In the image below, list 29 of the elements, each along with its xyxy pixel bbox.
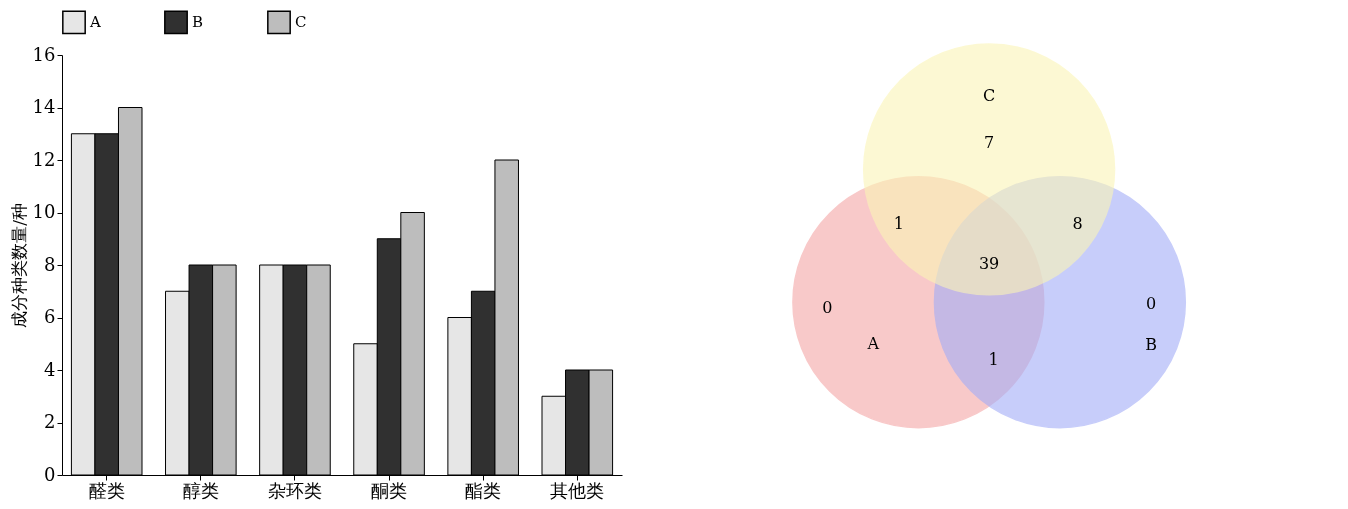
x-tick-label: 其他类 [550,479,605,501]
text: 1 [988,349,999,369]
x-tick-label: 酮类 [371,479,408,501]
text: A [866,333,880,353]
x-tick-label: 醛类 [88,479,125,501]
legend-label: B [192,13,204,32]
y-tick-label: 14 [32,96,56,117]
text: 1 [893,214,904,234]
x-tick-label: 酯类 [465,479,502,501]
text: C [982,85,996,105]
x-tick-label: 醇类 [182,479,219,501]
text: B [1145,334,1157,354]
y-tick-label: 12 [32,148,56,170]
y-tick-label: 4 [44,358,56,380]
y-tick-label: 2 [44,411,56,432]
y-tick-label: 0 [44,463,56,485]
y-tick-label: 8 [44,253,56,275]
y-tick-label: 6 [44,306,56,327]
text: 39 [978,254,1000,274]
text: 7 [984,132,995,152]
y-tick-label: 16 [32,43,56,65]
text: 0 [1145,293,1157,313]
text: 0 [822,297,833,317]
legend-label: C [295,13,307,32]
y-tick-label: 10 [32,201,56,222]
x-tick-label: 杂环类 [267,479,322,501]
legend-label: A [89,13,101,32]
text: 8 [1072,214,1083,234]
y-axis-title: 成分种类数量/种 [8,203,29,328]
